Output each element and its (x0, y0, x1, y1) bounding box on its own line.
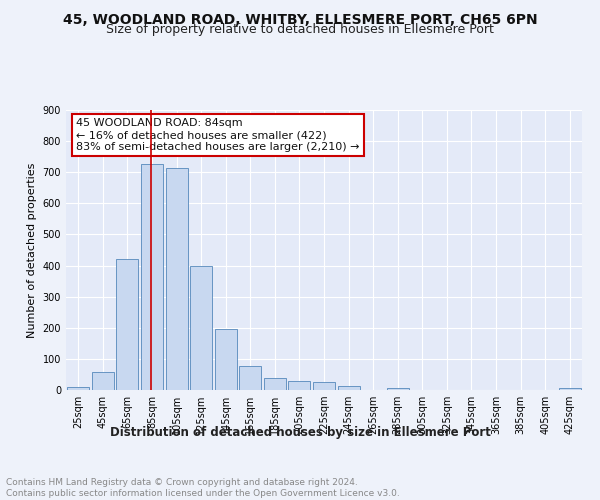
Bar (239, 366, 262, 390)
Text: 45, WOODLAND ROAD, WHITBY, ELLESMERE PORT, CH65 6PN: 45, WOODLAND ROAD, WHITBY, ELLESMERE POR… (62, 12, 538, 26)
Bar (92, 372, 114, 390)
Bar (190, 266, 212, 390)
Bar (338, 386, 359, 390)
Text: Contains HM Land Registry data © Crown copyright and database right 2024.
Contai: Contains HM Land Registry data © Crown c… (6, 478, 400, 498)
Text: Size of property relative to detached houses in Ellesmere Port: Size of property relative to detached ho… (106, 24, 494, 36)
Bar (289, 380, 310, 390)
Bar (559, 388, 581, 390)
Bar (116, 258, 139, 390)
Text: 45 WOODLAND ROAD: 84sqm
← 16% of detached houses are smaller (422)
83% of semi-d: 45 WOODLAND ROAD: 84sqm ← 16% of detache… (76, 118, 360, 152)
Bar (215, 328, 237, 390)
Bar (386, 388, 409, 390)
Bar (67, 387, 89, 390)
Bar (166, 168, 188, 390)
Y-axis label: Number of detached properties: Number of detached properties (27, 162, 37, 338)
Bar (264, 378, 286, 390)
Bar (313, 382, 335, 390)
Text: Distribution of detached houses by size in Ellesmere Port: Distribution of detached houses by size … (110, 426, 490, 439)
Bar (141, 164, 163, 390)
